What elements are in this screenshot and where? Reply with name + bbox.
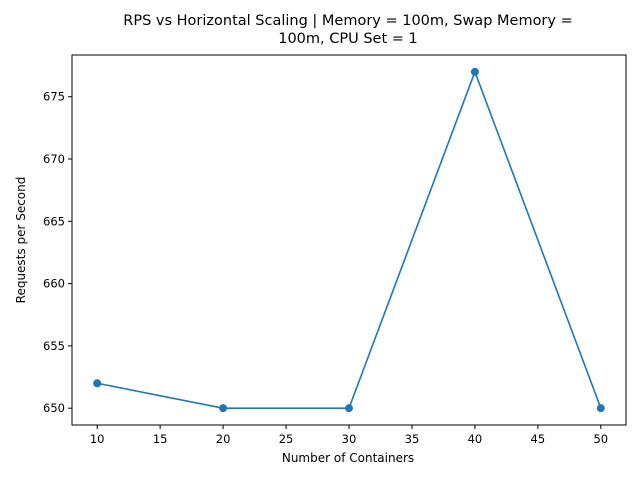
x-axis-ticks: 10 15 20 25 30 35 40 45 50 [90,425,608,446]
y-axis-ticks: 650 655 660 665 670 675 [43,90,72,415]
x-tick-label: 20 [216,432,231,446]
x-axis-label: Number of Containers [282,451,414,465]
y-tick-label: 655 [43,339,65,353]
y-tick-label: 660 [43,277,65,291]
x-tick-label: 10 [90,432,105,446]
data-point [219,404,228,413]
y-tick-label: 675 [43,90,65,104]
x-tick-label: 50 [593,432,608,446]
x-tick-label: 15 [153,432,168,446]
data-point [93,379,102,388]
y-tick-label: 665 [43,214,65,228]
x-tick-label: 40 [468,432,483,446]
data-point [596,404,605,413]
x-tick-label: 45 [531,432,546,446]
plot-frame [71,54,627,426]
series-layer [93,67,605,413]
y-axis-label: Requests per Second [14,177,28,304]
data-point [470,67,479,76]
x-tick-label: 30 [342,432,357,446]
x-tick-label: 35 [405,432,420,446]
y-tick-label: 650 [43,401,65,415]
chart-title-line-2: 100m, CPU Set = 1 [278,31,418,47]
x-tick-label: 25 [279,432,294,446]
data-point [345,404,353,413]
y-tick-label: 670 [43,152,65,166]
chart-title-line-1: RPS vs Horizontal Scaling | Memory = 100… [123,13,573,29]
series-line [97,69,602,409]
